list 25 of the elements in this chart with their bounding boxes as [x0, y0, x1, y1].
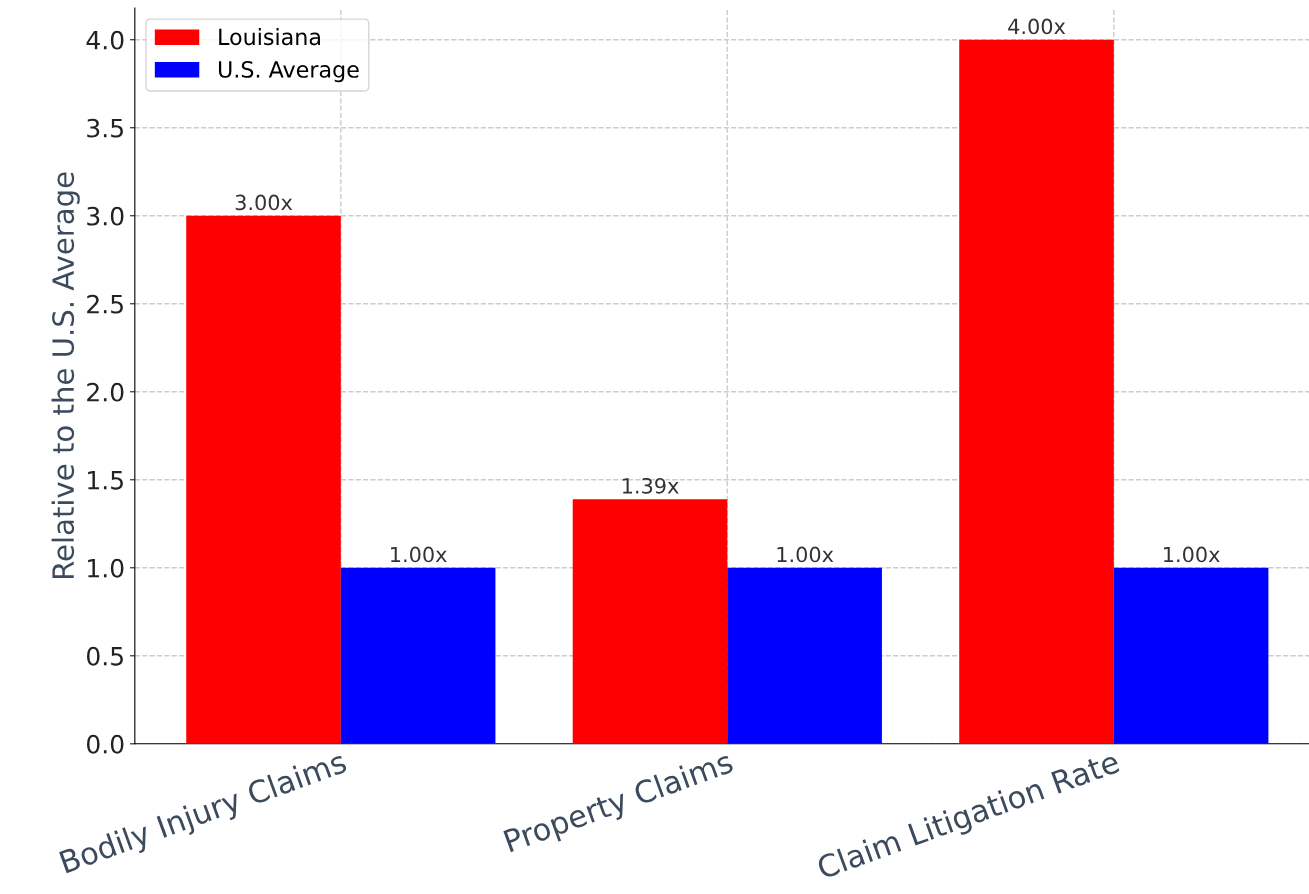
- data-label: 1.39x: [622, 477, 679, 494]
- x-tick-label: Bodily Injury Claims: [59, 754, 348, 874]
- legend-label: U.S. Average: [218, 61, 359, 83]
- bar: [340, 567, 496, 744]
- data-label: 3.00x: [235, 194, 293, 211]
- y-tick-label: 0.0: [87, 734, 124, 754]
- data-label: 1.00x: [391, 546, 447, 563]
- bar: [727, 567, 882, 744]
- y-tick-label: 0.5: [87, 646, 123, 666]
- bar: [572, 499, 728, 744]
- y-tick-label: 1.0: [88, 558, 124, 578]
- bar: [186, 215, 341, 744]
- y-axis-title: Relative to the U.S. Average: [51, 172, 80, 579]
- bar: [959, 39, 1114, 744]
- y-tick-label: 3.0: [87, 206, 124, 226]
- data-label: 4.00x: [1008, 18, 1066, 35]
- y-tick-label: 2.0: [87, 382, 124, 402]
- data-label: 1.00x: [1164, 546, 1220, 563]
- y-tick-label: 1.5: [88, 471, 123, 490]
- y-tick-label: 3.5: [87, 118, 123, 138]
- legend-label: Louisiana: [219, 28, 320, 46]
- bar: [1113, 567, 1269, 744]
- y-tick-label: 2.5: [87, 294, 123, 314]
- y-tick-label: 4.0: [86, 30, 124, 50]
- data-label: 1.00x: [777, 546, 834, 563]
